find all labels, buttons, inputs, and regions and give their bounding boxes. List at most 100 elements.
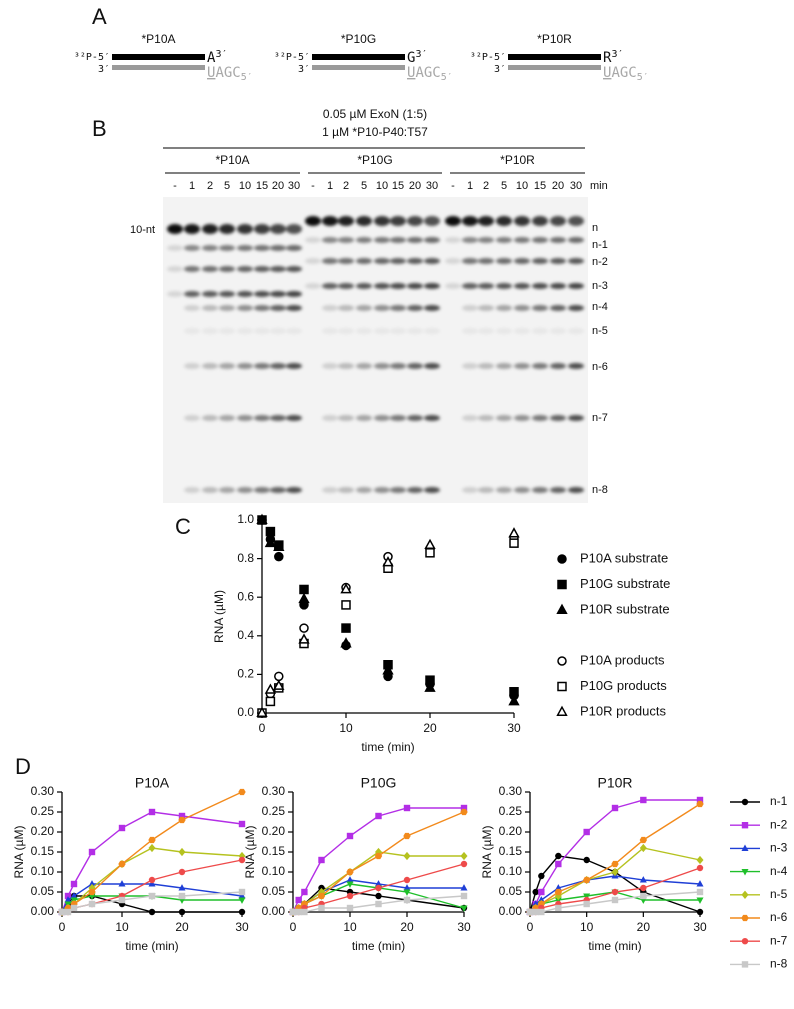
point xyxy=(509,687,519,697)
band xyxy=(356,283,372,289)
point xyxy=(238,888,246,896)
band xyxy=(407,415,423,421)
point xyxy=(264,683,277,694)
group-label: *P10A xyxy=(215,153,249,167)
point xyxy=(238,897,246,904)
band xyxy=(338,258,354,264)
point xyxy=(374,880,383,887)
legend-label: n-4 xyxy=(770,864,788,878)
band xyxy=(286,363,302,369)
band xyxy=(184,291,200,297)
x-tick-label: 0 xyxy=(59,920,66,934)
band xyxy=(219,305,235,311)
point xyxy=(301,888,308,896)
point xyxy=(611,867,619,877)
panel-label: C xyxy=(175,514,191,539)
point xyxy=(403,876,411,884)
point xyxy=(424,538,436,550)
lane-label: 10 xyxy=(239,180,251,192)
point xyxy=(273,540,285,551)
band xyxy=(390,363,406,369)
y-tick-label: 0.15 xyxy=(262,844,286,858)
point xyxy=(256,513,268,524)
point xyxy=(611,804,619,812)
lane-label: 15 xyxy=(534,180,546,192)
band xyxy=(254,328,270,334)
overhang: UAGC5′ xyxy=(207,65,253,83)
point xyxy=(639,843,647,853)
legend-marker xyxy=(741,890,749,899)
y-tick-label: 0.6 xyxy=(237,589,254,603)
point xyxy=(611,888,619,896)
band xyxy=(374,237,390,243)
bottom-strand xyxy=(312,65,405,70)
band xyxy=(305,216,321,226)
point xyxy=(346,876,354,883)
band xyxy=(219,487,235,493)
x-axis-label: time (min) xyxy=(361,740,414,754)
y-tick-label: 0.20 xyxy=(499,824,523,838)
y-tick-label: 0.20 xyxy=(262,824,286,838)
band xyxy=(338,237,354,243)
point xyxy=(460,892,468,900)
legend-marker xyxy=(741,914,749,922)
band xyxy=(219,328,235,334)
point xyxy=(583,828,590,836)
band xyxy=(532,487,548,493)
construct-name: *P10A xyxy=(141,32,175,46)
band xyxy=(254,245,270,251)
band-label: n-6 xyxy=(592,361,608,373)
band xyxy=(270,487,286,493)
point xyxy=(88,848,96,856)
band xyxy=(270,224,286,234)
band xyxy=(184,266,200,272)
legend-marker xyxy=(556,705,568,716)
point xyxy=(148,843,156,853)
point xyxy=(403,884,411,891)
legend-marker xyxy=(557,656,567,666)
x-tick-label: 30 xyxy=(507,721,521,735)
band xyxy=(514,487,530,493)
band xyxy=(374,258,390,264)
band xyxy=(202,363,218,369)
overhang: A3′ xyxy=(207,49,227,66)
legend: P10A substrate P10G substrate P10R substra… xyxy=(556,550,670,718)
point xyxy=(274,551,284,562)
band xyxy=(286,266,302,272)
lane-label: 15 xyxy=(256,180,268,192)
point xyxy=(696,888,704,896)
panel-label: D xyxy=(15,754,31,779)
band xyxy=(270,363,286,369)
band xyxy=(254,266,270,272)
band xyxy=(568,283,584,289)
point xyxy=(88,900,96,908)
band xyxy=(424,216,440,226)
point xyxy=(118,896,126,904)
band xyxy=(407,487,423,493)
x-tick-label: 0 xyxy=(527,920,534,934)
legend-label: n-7 xyxy=(770,933,788,947)
point xyxy=(375,884,382,892)
legend-label: n-8 xyxy=(770,957,788,971)
band xyxy=(462,328,478,334)
point xyxy=(238,820,246,828)
point xyxy=(425,548,435,558)
point xyxy=(178,847,186,857)
band xyxy=(338,283,354,289)
point xyxy=(340,637,352,648)
point xyxy=(295,896,302,904)
strand-end: ³²P-5′ xyxy=(74,52,110,63)
legend-label: P10R substrate xyxy=(580,601,670,616)
band xyxy=(478,363,494,369)
point xyxy=(178,908,186,916)
band xyxy=(550,363,566,369)
point xyxy=(341,600,351,610)
band xyxy=(237,487,253,493)
point xyxy=(178,812,186,820)
point xyxy=(64,908,72,916)
band xyxy=(254,224,270,234)
band xyxy=(407,363,423,369)
legend-label: P10G substrate xyxy=(580,576,670,591)
lane-label: 10 xyxy=(376,180,388,192)
band xyxy=(568,305,584,311)
